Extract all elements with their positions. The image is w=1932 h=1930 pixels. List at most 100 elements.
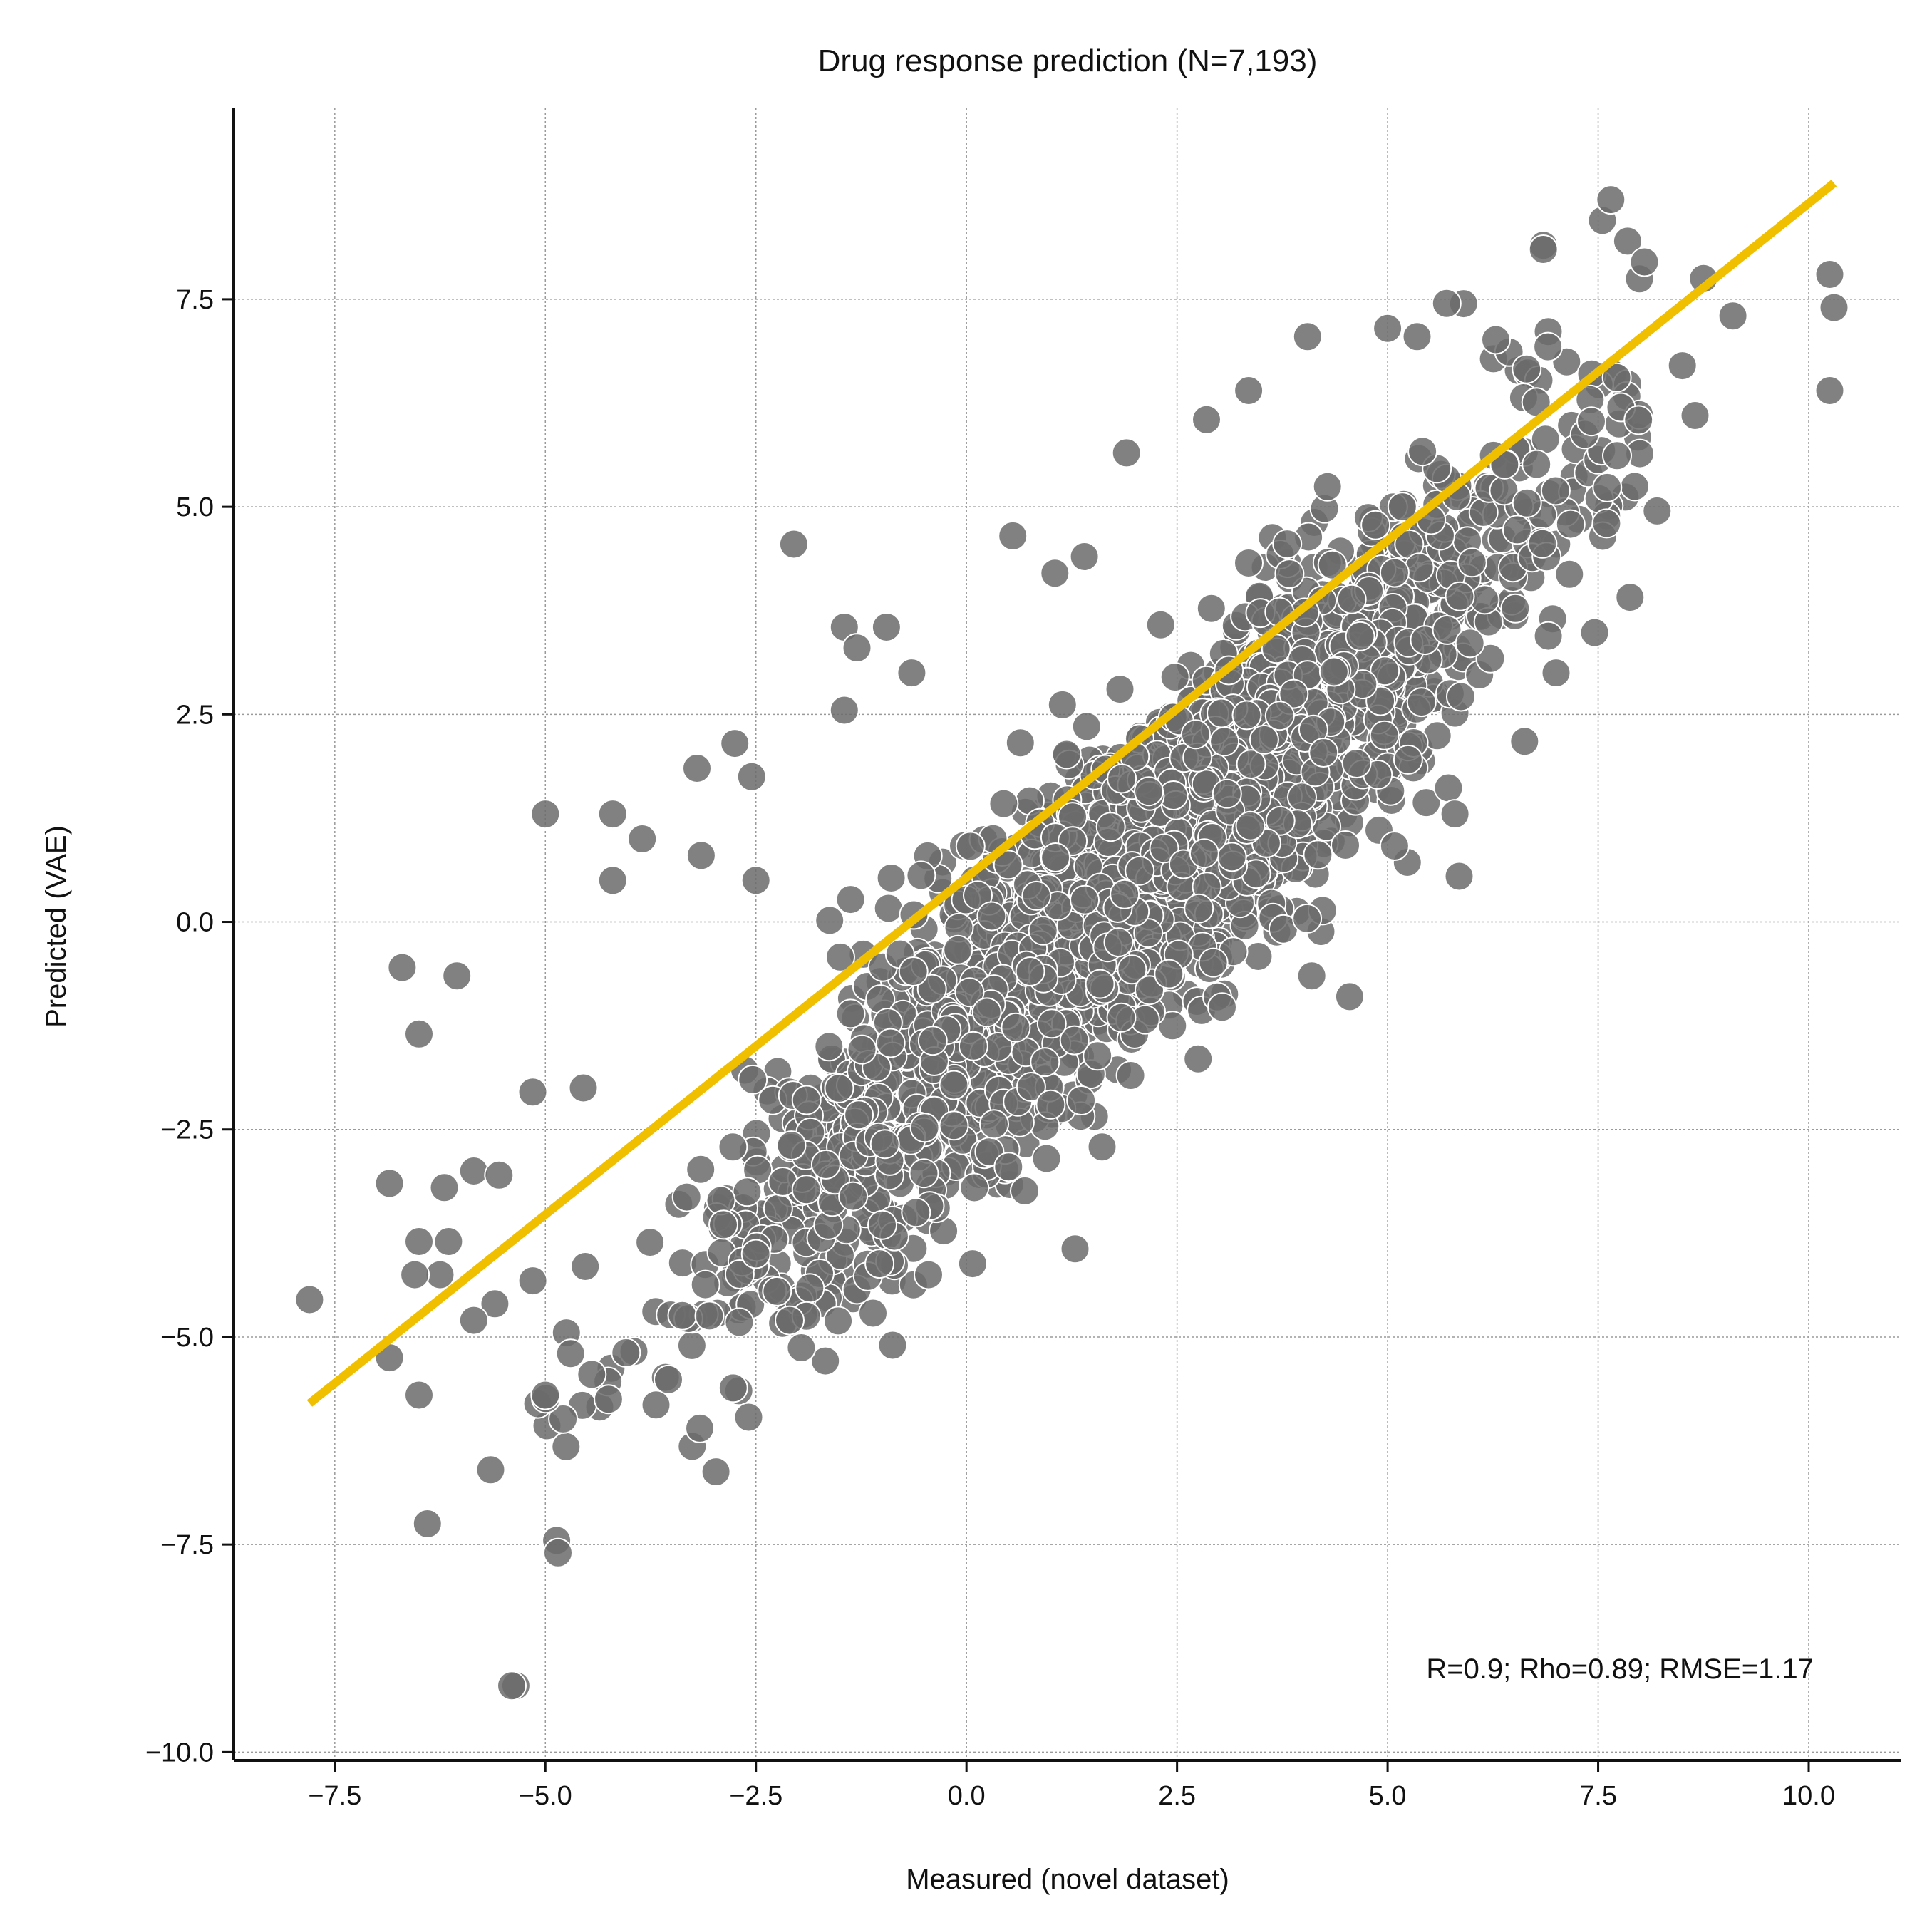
data-point — [1667, 351, 1698, 381]
data-point — [1103, 927, 1134, 958]
data-point — [667, 1300, 698, 1331]
data-point — [791, 1085, 822, 1115]
data-point — [1502, 515, 1532, 545]
data-point — [914, 1259, 944, 1290]
data-point — [718, 1373, 748, 1403]
data-point — [835, 998, 866, 1029]
data-point — [1446, 681, 1476, 712]
data-point — [1509, 726, 1540, 757]
data-point — [1341, 748, 1372, 778]
data-point — [686, 840, 716, 871]
data-point — [1071, 711, 1102, 742]
data-point — [858, 1298, 888, 1328]
data-point — [1318, 656, 1349, 687]
data-point — [433, 1227, 464, 1256]
data-point — [570, 1252, 601, 1281]
data-point — [1373, 313, 1403, 344]
data-point — [776, 1130, 807, 1161]
data-point — [1406, 687, 1437, 718]
data-point — [791, 1175, 822, 1205]
data-point — [810, 1346, 841, 1376]
data-point — [548, 1403, 579, 1434]
data-point — [1192, 404, 1221, 435]
data-point — [815, 905, 845, 936]
data-point — [1016, 1072, 1046, 1102]
data-point — [738, 1064, 768, 1095]
data-point — [1312, 471, 1343, 502]
data-point — [685, 1413, 715, 1443]
data-point — [1331, 830, 1360, 860]
x-tick-label: 7.5 — [1579, 1781, 1617, 1811]
data-point — [708, 1209, 738, 1240]
data-point — [1111, 438, 1142, 468]
data-point — [1402, 321, 1432, 352]
data-point — [1527, 528, 1558, 559]
data-point — [1530, 424, 1561, 455]
data-point — [1431, 288, 1462, 319]
data-point — [877, 1330, 908, 1361]
data-point — [676, 1330, 707, 1361]
data-point — [1475, 643, 1506, 674]
data-point — [1030, 1047, 1060, 1078]
data-point — [1308, 738, 1339, 768]
data-point — [1469, 584, 1500, 615]
data-point — [1051, 739, 1082, 770]
data-point — [829, 695, 859, 726]
data-point — [635, 1227, 666, 1258]
data-point — [404, 1227, 434, 1256]
x-tick-label: 0.0 — [948, 1781, 986, 1811]
data-point — [690, 1269, 720, 1300]
data-point — [517, 1266, 548, 1296]
data-point — [555, 1338, 586, 1369]
data-point — [786, 1333, 817, 1363]
data-point — [1623, 405, 1654, 435]
data-point — [1814, 259, 1845, 289]
data-point — [517, 1077, 548, 1108]
data-point — [824, 1073, 854, 1103]
data-point — [1592, 472, 1623, 502]
data-point — [1591, 508, 1622, 539]
data-point — [1579, 617, 1610, 648]
data-point — [955, 831, 986, 862]
data-point — [1115, 1061, 1146, 1090]
chart-title: Drug response prediction (N=7,193) — [818, 43, 1318, 78]
data-point — [568, 1073, 599, 1103]
data-point — [724, 1307, 755, 1338]
data-point — [778, 529, 809, 559]
data-point — [294, 1284, 325, 1315]
data-point — [939, 1070, 969, 1100]
data-point — [1180, 719, 1211, 750]
data-point — [1087, 1132, 1117, 1162]
y-tick-label: −10.0 — [145, 1738, 214, 1768]
data-point — [897, 658, 927, 688]
data-point — [577, 1359, 607, 1390]
data-point — [1287, 782, 1317, 812]
data-point — [762, 1276, 792, 1306]
data-point — [1154, 959, 1184, 989]
data-point — [871, 612, 902, 642]
x-tick-label: 2.5 — [1158, 1781, 1196, 1811]
data-point — [429, 1172, 460, 1203]
data-point — [971, 997, 1002, 1028]
data-point — [1047, 689, 1078, 720]
data-points — [294, 185, 1849, 1701]
data-point — [1235, 810, 1266, 841]
data-point — [1369, 720, 1400, 750]
x-axis-label: Measured (novel dataset) — [906, 1864, 1229, 1895]
data-point — [1010, 1175, 1040, 1206]
data-point — [1629, 247, 1660, 277]
data-point — [993, 1152, 1024, 1182]
data-point — [1379, 557, 1410, 588]
data-point — [976, 901, 1007, 932]
data-point — [1183, 1043, 1214, 1074]
data-point — [404, 1018, 434, 1049]
data-point — [1619, 471, 1650, 502]
data-point — [1680, 401, 1710, 430]
data-point — [763, 1193, 793, 1224]
data-point — [988, 788, 1019, 819]
data-point — [404, 1380, 434, 1410]
data-point — [1481, 324, 1511, 355]
data-point — [1145, 609, 1176, 640]
data-point — [1555, 509, 1586, 540]
data-point — [530, 799, 561, 830]
